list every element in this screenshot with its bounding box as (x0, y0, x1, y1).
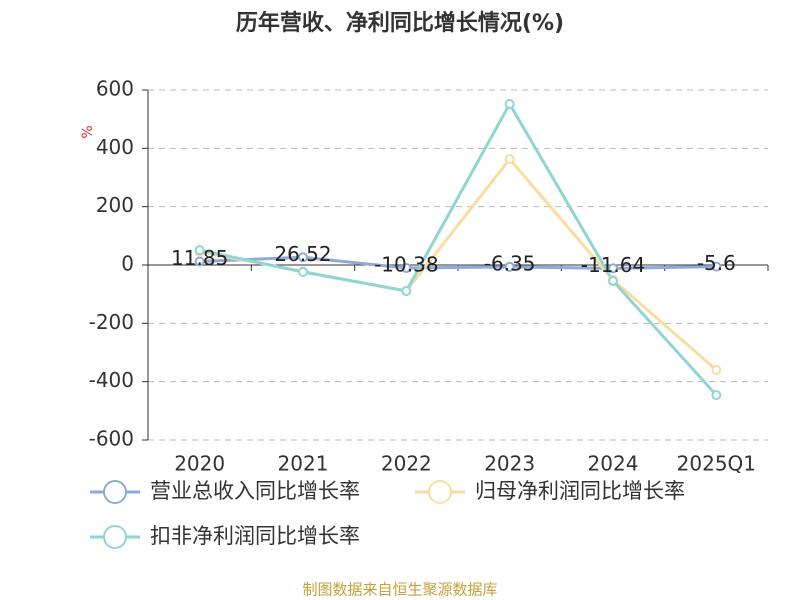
data-point (608, 276, 618, 287)
x-tick-label: 2024 (588, 452, 639, 476)
data-point (401, 263, 412, 274)
data-label: -5.6 (697, 251, 736, 275)
legend-label: 营业总收入同比增长率 (150, 479, 360, 503)
data-point (608, 263, 618, 274)
data-point (194, 256, 205, 267)
data-label: -10.38 (374, 253, 438, 277)
legend-symbol (103, 480, 127, 504)
series-line (199, 100, 718, 397)
y-tick-label: -400 (89, 368, 134, 392)
series-line (199, 255, 717, 270)
data-point (298, 252, 308, 263)
legend-symbol (428, 480, 452, 504)
x-tick-label: 2022 (381, 452, 432, 476)
data-label: 11.85 (171, 246, 228, 270)
data-point (401, 285, 412, 296)
y-tick-label: 400 (96, 135, 134, 159)
y-tick-label: 200 (96, 193, 134, 217)
x-tick-label: 2025Q1 (677, 452, 756, 476)
source-note: 制图数据来自恒生聚源数据库 (302, 581, 497, 599)
legend-symbol (103, 525, 127, 549)
data-label: -6.35 (484, 251, 536, 275)
data-point (711, 261, 722, 272)
data-point (711, 390, 722, 401)
data-label: -11.64 (581, 253, 645, 277)
data-point (504, 154, 515, 165)
chart-title: 历年营收、净利同比增长情况(%) (236, 10, 564, 36)
x-tick-label: 2021 (278, 452, 329, 476)
x-tick-label: 2023 (484, 452, 535, 476)
data-point (504, 99, 515, 109)
y-axis-label: % (80, 125, 96, 138)
data-point (504, 261, 515, 272)
data-point (298, 267, 308, 277)
data-point (711, 365, 722, 375)
y-tick-label: -200 (89, 310, 134, 334)
data-point (194, 245, 205, 256)
y-tick-label: -600 (89, 427, 134, 451)
data-label: 26.52 (274, 242, 331, 266)
legend-label: 扣非净利润同比增长率 (150, 524, 360, 548)
y-tick-label: 0 (121, 252, 134, 276)
x-tick-label: 2020 (174, 452, 225, 476)
y-tick-label: 600 (96, 77, 134, 101)
legend-label: 归母净利润同比增长率 (475, 479, 685, 503)
